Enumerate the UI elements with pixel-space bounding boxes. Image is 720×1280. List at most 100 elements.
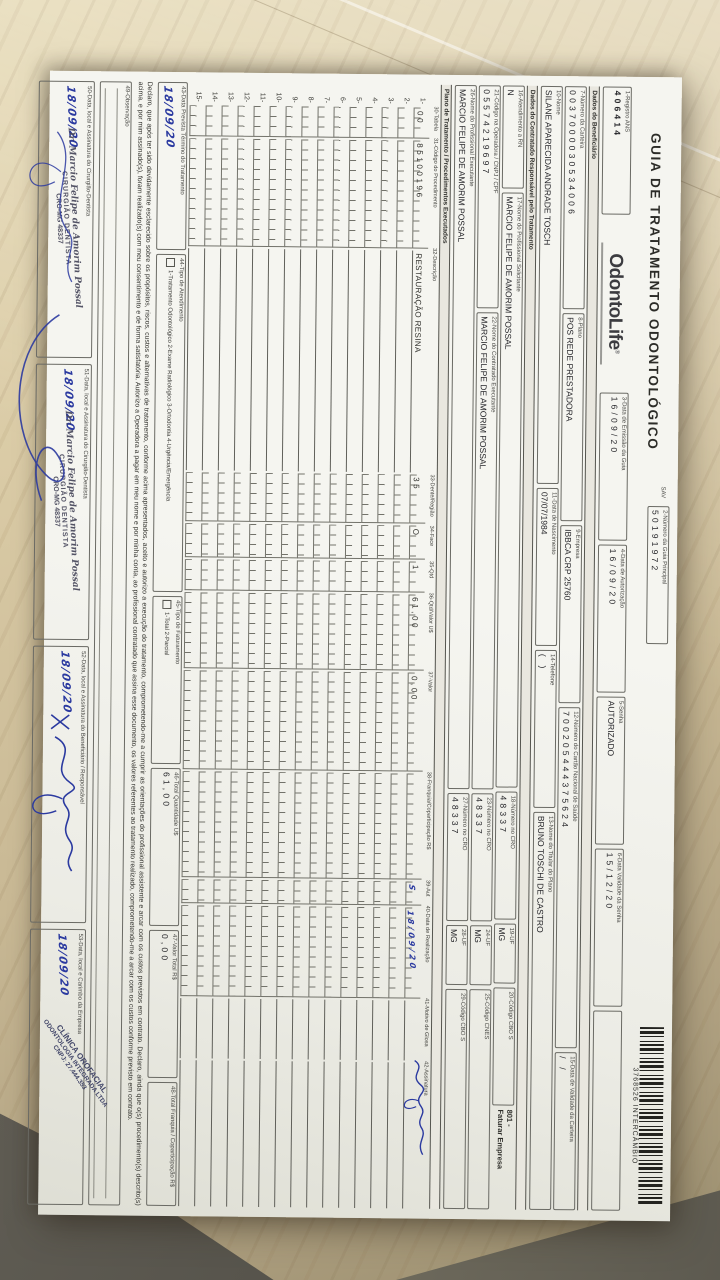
cell-codigo <box>284 138 302 248</box>
field-data-nascimento: 11-Data de Nascimento 07/07/1984 <box>535 487 559 647</box>
cell-assinatura <box>338 1061 356 1208</box>
cell-valor <box>182 670 200 770</box>
cell-tabela <box>189 105 206 137</box>
cell-value: 1 <box>410 564 420 573</box>
cell-descricao <box>361 249 381 472</box>
field-validade-senha: 6-Data Validade da Senha 15/12/20 <box>593 848 624 1007</box>
col-header-assinatura: 42-Assinatura <box>422 1061 429 1096</box>
cell-tabela <box>237 106 254 137</box>
dentist-stamp: Dr. Marcio Felipe de Amorim Possal CIRUR… <box>51 409 81 591</box>
cell-data_realizacao <box>276 906 294 998</box>
cell-motivo_glosa <box>339 999 357 1061</box>
cell-motivo_glosa <box>403 1000 421 1061</box>
cell-descricao <box>265 248 285 471</box>
cell-codigo <box>252 138 270 247</box>
cell-descricao <box>217 248 237 471</box>
field-tipo-faturamento: 45-Tipo de Faturamento 1-Total 2-Parcial <box>150 595 183 765</box>
cell-qtd_valor_us <box>199 591 217 669</box>
cell-qtd <box>328 560 345 592</box>
cell-descricao <box>297 249 317 472</box>
faturar-note: 801 - Faturar Empresa <box>495 1109 515 1170</box>
cell-assinatura <box>274 1061 292 1208</box>
cell-franquia <box>293 772 311 879</box>
cell-assinatura <box>194 1060 212 1207</box>
col-header-codigo: 31-Código do Procedimento <box>431 137 439 208</box>
field-nome-beneficiario: 10-Nome SILANE APARECIDA ANDRADE TOSCH <box>536 85 563 485</box>
field-empresa: 9-Empresa IBBCA CRP 25760 <box>558 525 583 704</box>
cell-tabela <box>285 106 302 138</box>
checkbox-icon <box>165 257 176 268</box>
cell-descricao <box>393 250 413 473</box>
field-telefone: 14-Telefone ( ) <box>533 649 557 809</box>
sig-box-dentista-1: 50-Data, local e Assinatura do Cirurgião… <box>29 80 96 358</box>
cell-data_realizacao <box>196 905 214 997</box>
col-header-num <box>430 85 441 105</box>
cell-assinatura <box>210 1060 228 1207</box>
cell-data_realizacao <box>340 907 358 998</box>
cell-codigo <box>188 137 206 247</box>
cell-dente <box>201 471 218 522</box>
cell-face <box>360 525 378 560</box>
barcode-number: 3768526 <box>631 1067 639 1102</box>
cell-data_realizacao <box>308 906 326 998</box>
cell-num: 13- <box>226 91 234 103</box>
cell-aut <box>181 878 198 904</box>
cell-qtd_valor_us <box>231 592 249 670</box>
field-atendimento-rn: 16-Atendimento a RN N <box>501 85 525 189</box>
cell-value: 00 <box>415 111 425 126</box>
table-body: 1- 00 85100196 RESTAURAÇÃO RESINA 35 O 1 61,00 0… <box>178 82 430 1209</box>
cell-codigo <box>364 139 382 248</box>
cell-codigo <box>268 138 286 247</box>
cell-value: 85100196 <box>414 143 425 200</box>
field-data-autorizacao: 4-Data de Autorização 16/09/20 <box>596 544 628 693</box>
field-cbo-executante: 29-Código CBO S <box>443 988 468 1210</box>
cell-assinatura <box>386 1062 404 1209</box>
cell-value: 61,00 <box>410 597 420 631</box>
cell-codigo <box>380 139 398 249</box>
cell-qtd <box>216 559 233 591</box>
cell-face <box>232 523 250 559</box>
cell-aut: S <box>405 881 422 906</box>
cell-assinatura <box>354 1062 372 1209</box>
cell-value: 35 <box>411 477 421 492</box>
col-header-franquia: 38-Franquia/Coparticipação R$ <box>424 771 432 850</box>
cell-face <box>200 523 218 558</box>
cell-valor: 0,00 <box>406 672 424 772</box>
cell-aut <box>277 879 294 905</box>
cell-motivo_glosa <box>387 1000 405 1061</box>
cell-valor <box>390 672 408 772</box>
cell-descricao <box>249 248 269 471</box>
cell-codigo: 85100196 <box>412 140 430 249</box>
cell-descricao: RESTAURAÇÃO RESINA <box>409 250 429 473</box>
cell-descricao <box>377 249 397 472</box>
cell-aut <box>341 880 358 906</box>
cell-motivo_glosa <box>211 998 229 1059</box>
sig-box-beneficiario: 52-Data, local e Assinatura do Beneficiá… <box>30 645 90 923</box>
cell-codigo <box>396 140 414 249</box>
cell-qtd_valor_us <box>343 593 361 671</box>
cell-data_realizacao <box>356 907 374 998</box>
cell-qtd <box>264 560 281 591</box>
field-uf-contratado: 24-UF MG <box>469 925 493 986</box>
cell-data_realizacao <box>324 906 342 998</box>
cell-valor <box>294 671 312 771</box>
cell-aut <box>197 879 214 904</box>
sav-label: SAV <box>659 486 666 499</box>
cell-descricao <box>281 248 301 471</box>
cell-valor <box>230 671 248 770</box>
cell-valor <box>374 672 392 772</box>
cell-dente <box>233 472 250 523</box>
cell-num: 1- <box>418 97 426 105</box>
cell-dente <box>377 473 394 524</box>
cell-codigo <box>300 139 318 248</box>
col-header-data_realizacao: 40-Data de Realização <box>423 905 431 963</box>
cell-num: 4- <box>370 97 378 104</box>
cell-dente <box>249 472 266 523</box>
cell-assinatura <box>226 1060 244 1207</box>
checkbox-icon <box>162 599 172 610</box>
col-header-motivo_glosa: 41-Motivo de Glosa <box>422 998 430 1047</box>
cell-tabela: 00 <box>413 108 430 139</box>
field-cro-executante: 27-Número no CRO 48337 <box>446 792 470 922</box>
cell-face <box>344 525 362 560</box>
